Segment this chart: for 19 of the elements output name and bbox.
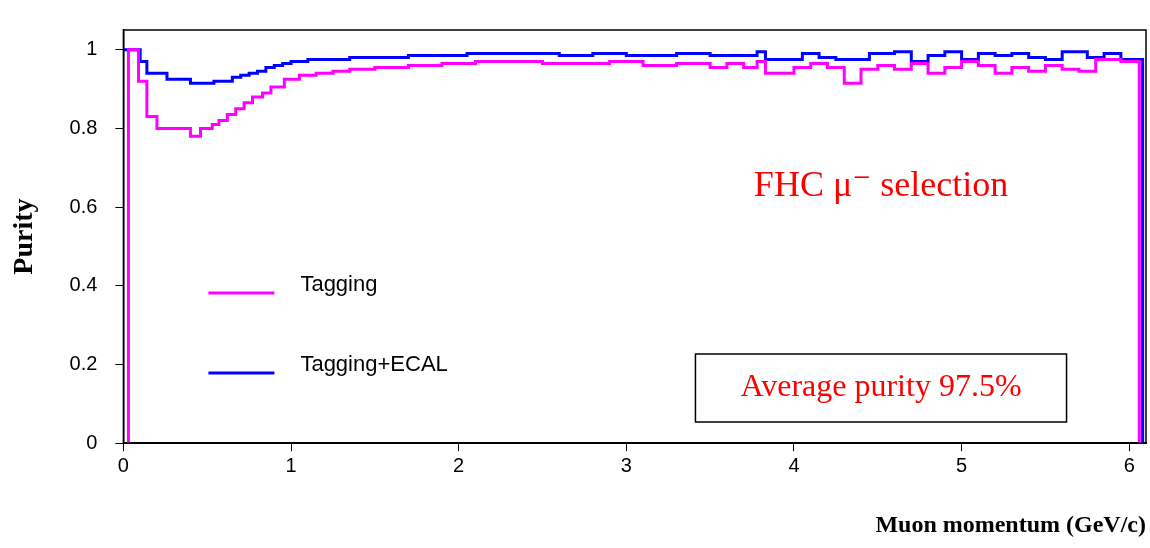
x-tick-label: 4 [788,453,800,476]
x-tick-label: 5 [956,453,968,476]
annotation: Average purity 97.5% [740,367,1022,404]
y-tick-label: 0.2 [69,352,98,375]
annotation: FHC μ⁻ selection [753,164,1009,205]
y-axis-title: Purity [7,198,39,275]
y-tick-label: 0 [86,430,98,453]
x-tick-label: 6 [1123,453,1135,476]
y-tick-label: 1 [86,37,98,60]
x-axis-title: Muon momentum (GeV/c) [875,510,1146,537]
x-tick-label: 1 [285,453,297,476]
legend-label: Tagging [300,271,378,297]
y-tick-label: 0.4 [69,273,98,296]
legend-label: Tagging+ECAL [300,351,448,377]
y-tick-label: 0.6 [69,194,98,217]
x-tick-label: 2 [453,453,465,476]
x-tick-label: 0 [117,453,129,476]
x-tick-label: 3 [620,453,632,476]
y-tick-label: 0.8 [69,115,98,138]
